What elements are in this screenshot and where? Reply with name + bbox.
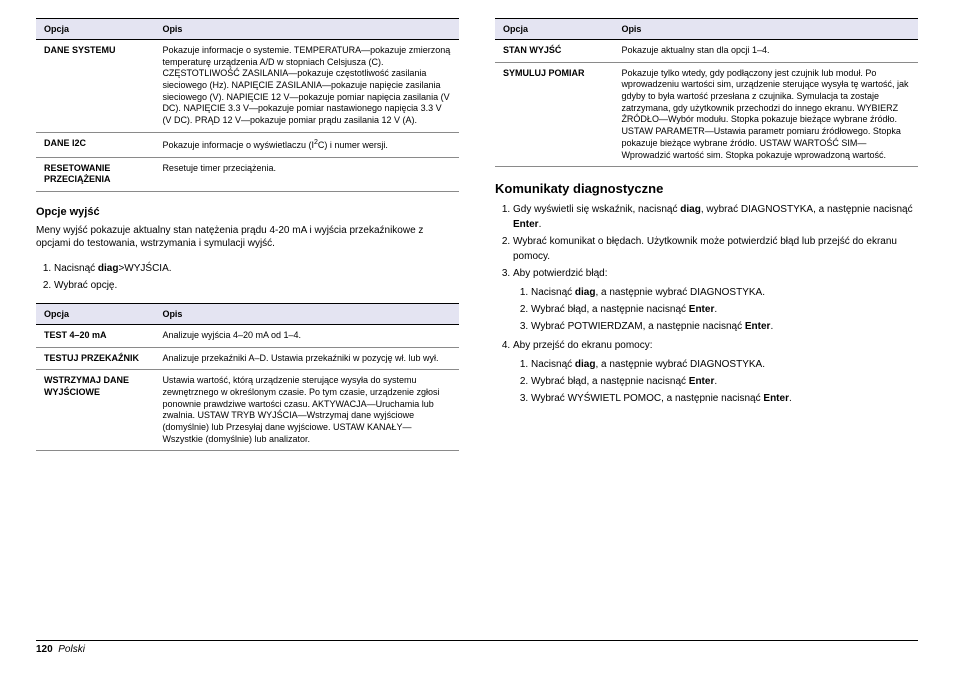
list-item: Nacisnąć diag>WYJŚCIA.	[54, 261, 459, 276]
cell-option: RESETOWANIE PRZECIĄŻENIA	[36, 157, 154, 191]
right-column: Opcja Opis STAN WYJŚĆ Pokazuje aktualny …	[495, 18, 918, 465]
page-number: 120	[36, 644, 53, 655]
table-row: RESETOWANIE PRZECIĄŻENIA Resetuje timer …	[36, 157, 459, 191]
cell-option: WSTRZYMAJ DANE WYJŚCIOWE	[36, 370, 154, 451]
cell-option: TEST 4–20 mA	[36, 324, 154, 347]
cell-option: SYMULUJ POMIAR	[495, 62, 613, 167]
left-column: Opcja Opis DANE SYSTEMU Pokazuje informa…	[36, 18, 459, 465]
table-row: STAN WYJŚĆ Pokazuje aktualny stan dla op…	[495, 40, 918, 63]
cell-desc: Analizuje przekaźniki A–D. Ustawia przek…	[154, 347, 459, 370]
th-opis: Opis	[154, 19, 459, 40]
list-item: Wybrać POTWIERDZAM, a następnie nacisnąć…	[531, 319, 918, 334]
steps-list: Nacisnąć diag>WYJŚCIA. Wybrać opcję.	[36, 261, 459, 293]
table-row: WSTRZYMAJ DANE WYJŚCIOWE Ustawia wartość…	[36, 370, 459, 451]
table-row: TESTUJ PRZEKAŹNIK Analizuje przekaźniki …	[36, 347, 459, 370]
cell-desc: Pokazuje aktualny stan dla opcji 1–4.	[613, 40, 918, 63]
cell-desc: Resetuje timer przeciążenia.	[154, 157, 459, 191]
th-opis: Opis	[613, 19, 918, 40]
heading-diagnostic-messages: Komunikaty diagnostyczne	[495, 181, 918, 196]
table-system-data: Opcja Opis DANE SYSTEMU Pokazuje informa…	[36, 18, 459, 192]
intro-text: Meny wyjść pokazuje aktualny stan natęże…	[36, 224, 459, 251]
list-item: Nacisnąć diag, a następnie wybrać DIAGNO…	[531, 357, 918, 372]
cell-option: DANE I2C	[36, 132, 154, 157]
page-footer: 120 Polski	[36, 640, 918, 655]
list-item: Aby przejść do ekranu pomocy: Nacisnąć d…	[513, 338, 918, 406]
list-item: Gdy wyświetli się wskaźnik, nacisnąć dia…	[513, 202, 918, 232]
th-opcja: Opcja	[36, 303, 154, 324]
table-output-options: Opcja Opis TEST 4–20 mA Analizuje wyjści…	[36, 303, 459, 452]
th-opcja: Opcja	[495, 19, 613, 40]
table-row: DANE SYSTEMU Pokazuje informacje o syste…	[36, 40, 459, 133]
page-language: Polski	[58, 644, 85, 655]
cell-option: DANE SYSTEMU	[36, 40, 154, 133]
table-row: DANE I2C Pokazuje informacje o wyświetla…	[36, 132, 459, 157]
cell-desc: Ustawia wartość, którą urządzenie steruj…	[154, 370, 459, 451]
cell-desc: Pokazuje informacje o systemie. TEMPERAT…	[154, 40, 459, 133]
diagnostic-steps: Gdy wyświetli się wskaźnik, nacisnąć dia…	[495, 202, 918, 406]
cell-option: STAN WYJŚĆ	[495, 40, 613, 63]
list-item: Wybrać opcję.	[54, 278, 459, 293]
table-row: SYMULUJ POMIAR Pokazuje tylko wtedy, gdy…	[495, 62, 918, 167]
th-opcja: Opcja	[36, 19, 154, 40]
list-item: Wybrać błąd, a następnie nacisnąć Enter.	[531, 374, 918, 389]
table-row: TEST 4–20 mA Analizuje wyjścia 4–20 mA o…	[36, 324, 459, 347]
list-item: Nacisnąć diag, a następnie wybrać DIAGNO…	[531, 285, 918, 300]
cell-option: TESTUJ PRZEKAŹNIK	[36, 347, 154, 370]
list-item: Wybrać błąd, a następnie nacisnąć Enter.	[531, 302, 918, 317]
list-item: Wybrać WYŚWIETL POMOC, a następnie nacis…	[531, 391, 918, 406]
th-opis: Opis	[154, 303, 459, 324]
cell-desc: Analizuje wyjścia 4–20 mA od 1–4.	[154, 324, 459, 347]
table-output-state: Opcja Opis STAN WYJŚĆ Pokazuje aktualny …	[495, 18, 918, 167]
list-item: Aby potwierdzić błąd: Nacisnąć diag, a n…	[513, 266, 918, 334]
list-item: Wybrać komunikat o błędach. Użytkownik m…	[513, 234, 918, 264]
cell-desc: Pokazuje informacje o wyświetlaczu (I2C)…	[154, 132, 459, 157]
heading-output-options: Opcje wyjść	[36, 206, 459, 218]
cell-desc: Pokazuje tylko wtedy, gdy podłączony jes…	[613, 62, 918, 167]
